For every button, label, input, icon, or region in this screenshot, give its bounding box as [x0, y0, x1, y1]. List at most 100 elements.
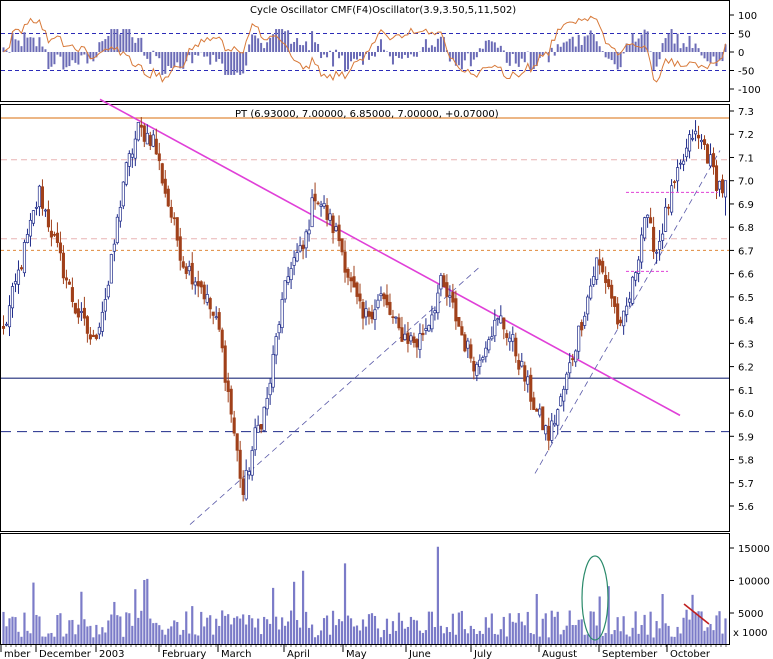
candle-body [283, 280, 287, 300]
candle-body [631, 276, 635, 304]
candle-body [166, 188, 170, 207]
candle-body [73, 302, 77, 314]
candle-body [622, 310, 626, 327]
candle-body [430, 314, 434, 330]
candle-body [562, 388, 566, 402]
volume-y-ticks: 15000 10000 5000 [730, 544, 770, 620]
candle-body [424, 328, 428, 331]
candle-body [55, 232, 59, 243]
candle-body [517, 360, 521, 370]
candle-body [649, 217, 653, 224]
candle-body [106, 284, 110, 298]
candle-body [142, 125, 146, 142]
candle-body [139, 124, 143, 128]
candle-body [253, 427, 257, 451]
candle-body [526, 376, 530, 385]
volume-spike-highlight [581, 555, 609, 641]
candle-body [193, 281, 197, 286]
candle-body [652, 226, 656, 252]
candle-body [205, 294, 209, 303]
candle-body [559, 396, 563, 407]
candle-body [28, 219, 33, 237]
candle-body [676, 167, 680, 182]
candle-body [103, 299, 107, 312]
price-trendline [534, 150, 721, 474]
candle-body [511, 334, 515, 342]
candle-body [690, 137, 695, 140]
candle-body [352, 276, 356, 288]
candle-body [565, 373, 569, 390]
candle-body [688, 134, 692, 152]
candle-body [154, 138, 158, 155]
candle-body [223, 345, 227, 383]
candle-body [145, 132, 149, 145]
candle-body [571, 358, 575, 361]
candle-body [717, 180, 722, 190]
candle-body [190, 262, 194, 285]
price-tick-label: 6.4 [738, 316, 754, 327]
candle-body [88, 334, 92, 340]
candle-body [643, 217, 647, 239]
candle-body [214, 316, 218, 319]
candle-body [610, 284, 614, 299]
candle-body [418, 333, 422, 350]
candle-body [265, 397, 269, 410]
candle-body [457, 316, 461, 327]
candle-body [175, 217, 179, 241]
candle-body [592, 276, 596, 285]
candle-body [163, 178, 167, 194]
candle-body [619, 319, 623, 324]
candle-body [43, 209, 47, 212]
candle-body [184, 266, 188, 274]
candle-body [670, 185, 674, 213]
candle-body [247, 471, 251, 476]
candle-body [451, 292, 455, 303]
candle-body [169, 206, 173, 218]
price-tick-label: 5.6 [738, 502, 754, 513]
candle-body [538, 408, 542, 416]
candle-body [714, 165, 719, 191]
candle-body [679, 162, 683, 165]
price-tick-label: 5.8 [738, 456, 754, 467]
candle-body [487, 339, 491, 351]
candle-body [391, 316, 395, 319]
price-tick-label: 5.7 [738, 479, 754, 490]
indicator-tick-label: 100 [738, 11, 757, 22]
volume-bars [2, 546, 727, 644]
volume-tick-label: 10000 [738, 577, 770, 588]
candle-body [376, 299, 380, 308]
candle-body [328, 213, 332, 221]
indicator-panel: Cycle Oscillator CMF(F4)Oscillator(3.9,3… [0, 0, 761, 102]
candle-body [583, 315, 587, 326]
price-horizontal-lines [1, 117, 729, 433]
x-tick-label: mber [4, 649, 31, 659]
x-axis: mber December 2003 February March April May Jun… [0, 644, 727, 659]
price-tick-label: 7.1 [738, 153, 754, 164]
candle-body [556, 409, 560, 426]
candle-body [409, 335, 413, 342]
candle-body [541, 406, 545, 431]
candle-body [259, 424, 263, 430]
candle-body [301, 244, 305, 250]
candle-body [385, 294, 389, 306]
price-tick-label: 6.3 [738, 339, 754, 350]
candle-body [364, 308, 368, 318]
candle-body [325, 205, 329, 220]
volume-panel: 15000 10000 5000 x 1000 [0, 533, 770, 645]
candle-body [46, 209, 50, 228]
candle-body [1, 326, 6, 329]
candle-body [502, 317, 506, 330]
candle-body [220, 329, 224, 349]
candle-body [520, 361, 524, 367]
candle-body [508, 337, 512, 343]
candle-body [406, 332, 410, 344]
candle-body [475, 363, 479, 376]
candle-body [133, 138, 137, 159]
candle-body [493, 319, 497, 337]
volume-annotations [581, 555, 710, 641]
candle-body [76, 308, 80, 318]
indicator-y-ticks: 100 50 0 -50 -100 [730, 11, 761, 96]
candle-body [7, 305, 12, 328]
candle-body [217, 312, 221, 330]
